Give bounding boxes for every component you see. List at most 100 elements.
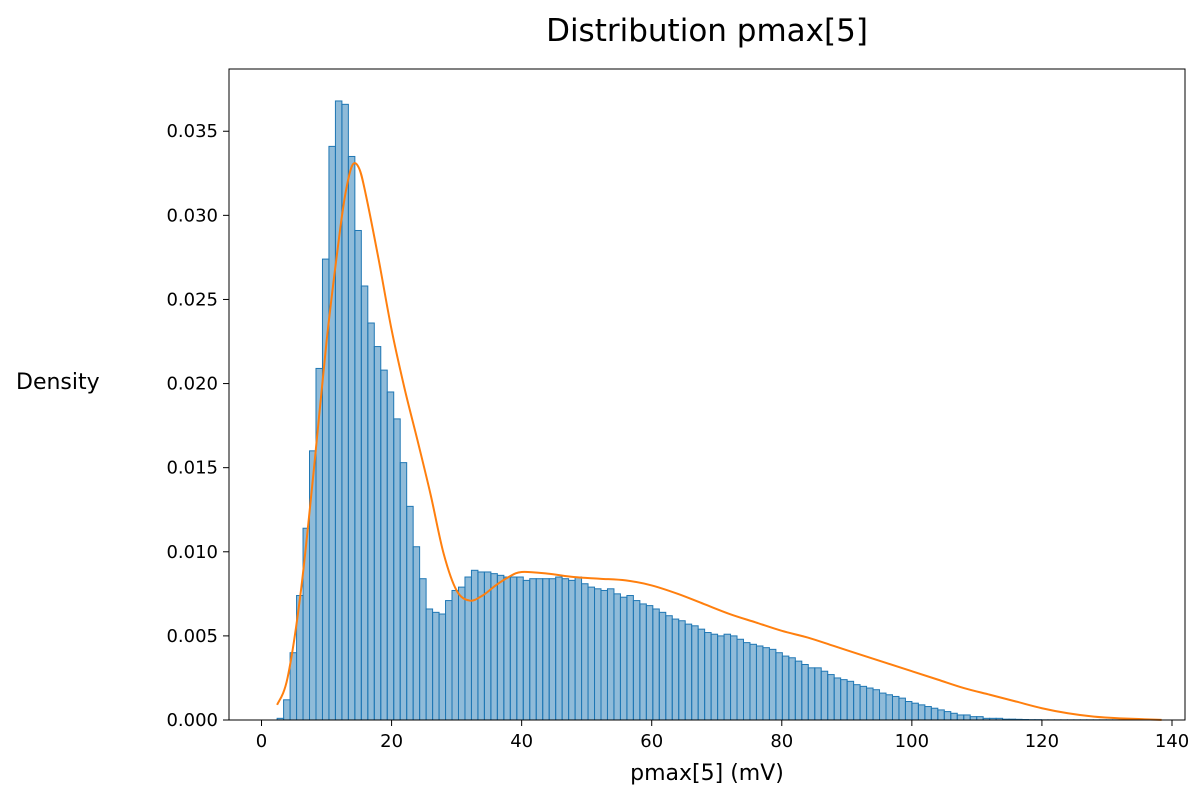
x-tick-label: 80	[770, 731, 793, 752]
histogram-bar	[522, 579, 531, 721]
histogram-bar	[730, 635, 738, 721]
histogram-bar	[930, 707, 939, 721]
histogram-bar	[328, 145, 336, 721]
histogram-bar	[639, 603, 647, 721]
histogram-bar	[879, 692, 887, 721]
histogram-bar	[794, 660, 803, 721]
y-tick-label: 0.005	[166, 626, 218, 647]
histogram-bar	[561, 578, 570, 721]
histogram-bar	[516, 576, 524, 721]
histogram-bar	[775, 652, 783, 721]
histogram-bar	[619, 596, 628, 721]
histogram-bar	[399, 462, 408, 721]
x-axis-label: pmax[5] (mV)	[630, 761, 784, 786]
histogram-bar	[691, 625, 699, 721]
histogram-bar	[807, 667, 816, 721]
histogram-bar	[367, 322, 375, 721]
histogram-bar	[632, 600, 641, 721]
histogram-bar	[697, 628, 706, 721]
y-tick-label: 0.025	[166, 289, 218, 310]
histogram-bar	[723, 633, 732, 721]
histogram-bars	[276, 100, 1153, 721]
histogram-bar	[859, 685, 868, 721]
histogram-bar	[904, 701, 913, 721]
x-tick-label: 60	[640, 731, 663, 752]
histogram-bar	[509, 576, 518, 721]
histogram-bar	[781, 655, 790, 721]
chart-title: Distribution pmax[5]	[546, 13, 868, 49]
histogram-bar	[457, 586, 466, 721]
y-axis-label: Density	[16, 370, 100, 395]
y-tick-label: 0.010	[166, 542, 218, 563]
histogram-bar	[613, 593, 621, 721]
histogram-bar	[432, 611, 440, 721]
histogram-bar	[788, 657, 796, 721]
histogram-bar	[645, 605, 654, 721]
histogram-bar	[470, 569, 479, 721]
histogram-bar	[406, 505, 414, 721]
x-tick-label: 140	[1155, 731, 1189, 752]
histogram-bar	[665, 615, 673, 721]
histogram-bar	[768, 648, 777, 721]
histogram-bar	[529, 578, 537, 721]
histogram-bar	[490, 573, 498, 721]
histogram-bar	[891, 695, 900, 721]
y-axis: 0.000 0.005 0.010 0.015 0.020 0.025 0.030 0.035	[166, 121, 229, 731]
histogram-bar	[801, 663, 809, 721]
y-tick-label: 0.015	[166, 458, 218, 479]
histogram-bar	[833, 677, 842, 721]
histogram-bar	[393, 418, 401, 721]
kde-curve	[276, 162, 1162, 721]
histogram-bar	[872, 689, 881, 721]
histogram-bar	[380, 369, 388, 721]
histogram-bar	[594, 588, 602, 721]
histogram-bar	[581, 583, 589, 721]
histogram-bar	[743, 642, 751, 721]
histogram-bar	[347, 155, 356, 721]
y-tick-label: 0.020	[166, 374, 218, 395]
plot-frame	[228, 68, 1186, 721]
histogram-bar	[853, 684, 861, 721]
histogram-bar	[386, 391, 395, 721]
histogram-bar	[535, 578, 544, 721]
histogram-bar	[684, 623, 693, 721]
histogram-bar	[652, 608, 660, 721]
histogram-bar	[969, 716, 978, 721]
histogram-bar	[950, 712, 958, 721]
histogram-bar	[496, 574, 505, 721]
histogram-bar	[658, 611, 667, 721]
x-tick-label: 100	[895, 731, 929, 752]
histogram-bar	[937, 709, 945, 721]
histogram-bar	[626, 595, 634, 721]
histogram-bar	[827, 674, 835, 721]
x-tick-label: 20	[380, 731, 403, 752]
histogram-bar	[866, 687, 874, 721]
histogram-bar	[568, 579, 576, 721]
histogram-bar	[309, 450, 317, 721]
histogram-bar	[820, 670, 829, 721]
histogram-bar	[704, 632, 712, 721]
histogram-bar	[911, 702, 919, 721]
histogram-bar	[943, 711, 952, 721]
histogram-bar	[419, 578, 427, 721]
histogram-bar	[606, 588, 615, 721]
histogram-bar	[425, 608, 434, 721]
histogram-bar	[503, 576, 511, 721]
histogram-bar	[736, 638, 745, 721]
histogram-bar	[885, 694, 893, 721]
histogram-bar	[334, 100, 343, 721]
histogram-bar	[846, 680, 855, 721]
histogram-bar	[412, 546, 421, 721]
histogram-bar	[963, 714, 971, 721]
histogram-bar	[283, 699, 291, 721]
histogram-bar	[451, 589, 459, 721]
histogram-bar	[710, 633, 719, 721]
histogram-bar	[438, 613, 447, 721]
histogram-bar	[678, 620, 686, 721]
y-tick-label: 0.035	[166, 121, 218, 142]
histogram-bar	[924, 706, 932, 721]
histogram-bar	[671, 618, 680, 721]
histogram-bar	[360, 285, 369, 721]
histogram-bar	[600, 589, 608, 721]
histogram-bar	[555, 576, 563, 721]
